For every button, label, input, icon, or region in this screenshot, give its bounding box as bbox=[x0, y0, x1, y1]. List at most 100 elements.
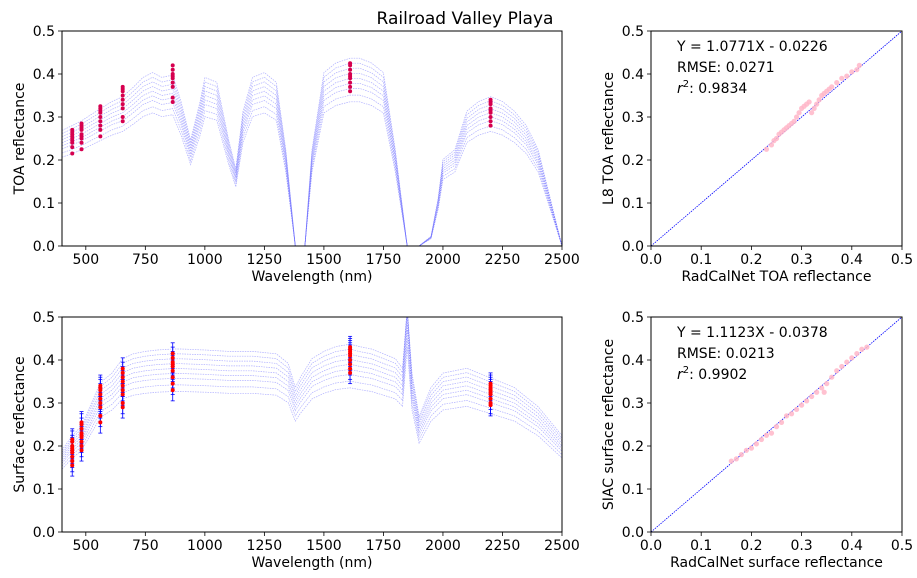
x-tick-label: 1250 bbox=[247, 538, 283, 554]
x-tick-label: 0.0 bbox=[640, 252, 662, 268]
y-tick-label: 0.1 bbox=[622, 482, 644, 498]
y-axis-label: TOA reflectance bbox=[12, 83, 28, 196]
y-tick-label: 0.0 bbox=[622, 525, 644, 541]
x-tick-label: 2250 bbox=[485, 538, 521, 554]
data-point bbox=[348, 61, 353, 66]
y-axis-label: Surface reflectance bbox=[12, 356, 28, 492]
scatter-point bbox=[773, 424, 780, 430]
y-tick-label: 0.0 bbox=[33, 525, 55, 541]
data-point bbox=[98, 115, 103, 119]
data-point bbox=[79, 444, 84, 448]
x-tick-label: 500 bbox=[72, 252, 99, 268]
scatter-point bbox=[844, 73, 850, 79]
scatter-point bbox=[773, 135, 780, 142]
scatter-point bbox=[778, 419, 785, 425]
x-tick-label: 2000 bbox=[425, 538, 461, 554]
data-point bbox=[348, 345, 353, 350]
x-tick-label: 500 bbox=[72, 538, 99, 554]
spectrum-line bbox=[62, 67, 562, 246]
data-point bbox=[348, 89, 353, 94]
y-tick-label: 0.3 bbox=[33, 396, 55, 412]
scatter-point bbox=[809, 393, 815, 400]
spectrum-line bbox=[62, 323, 562, 462]
spectrum-line bbox=[62, 101, 562, 246]
data-point bbox=[79, 439, 84, 444]
spectrum-line bbox=[62, 329, 562, 464]
data-point bbox=[170, 368, 175, 373]
spectrum-line bbox=[62, 72, 562, 246]
scatter-point bbox=[839, 363, 845, 370]
scatter-point bbox=[743, 447, 749, 453]
y-tick-label: 0.0 bbox=[33, 239, 55, 255]
y-tick-label: 0.1 bbox=[622, 196, 644, 212]
data-point bbox=[70, 463, 75, 468]
spectrum-line bbox=[62, 347, 562, 470]
y-tick-label: 0.5 bbox=[33, 310, 55, 326]
surface_spectrum-markers bbox=[70, 335, 493, 477]
r-squared-value: : 0.9834 bbox=[689, 81, 747, 97]
data-point bbox=[98, 420, 103, 425]
scatter-point bbox=[824, 381, 830, 387]
figure-title: Railroad Valley Playa bbox=[377, 9, 554, 29]
data-point bbox=[98, 134, 103, 139]
toa_scatter-axes: 0.0 0.1 0.2 0.3 0.4 0.5 0.0 0.1 0.2 0.3 0.4 0.5 RadC… bbox=[601, 24, 913, 285]
y-tick-label: 0.4 bbox=[33, 67, 55, 83]
regression-equation: Y = 1.1123X - 0.0378 bbox=[676, 325, 828, 341]
data-point bbox=[98, 127, 103, 132]
r-squared-label: r2: 0.9834 bbox=[677, 79, 747, 97]
data-point bbox=[98, 405, 103, 410]
data-point bbox=[70, 151, 75, 156]
x-tick-label: 0.3 bbox=[790, 538, 812, 554]
data-point bbox=[79, 420, 84, 425]
surface_scatter-axes: 0.0 0.1 0.2 0.3 0.4 0.5 0.0 0.1 0.2 0.3 0.4 0.5 RadC… bbox=[601, 310, 913, 571]
y-tick-label: 0.3 bbox=[33, 110, 55, 126]
scatter-point bbox=[849, 69, 855, 75]
scatter-point bbox=[854, 67, 860, 73]
data-point bbox=[98, 119, 103, 124]
spectrum-line bbox=[62, 317, 562, 453]
data-point bbox=[170, 72, 175, 76]
data-point bbox=[170, 375, 175, 380]
data-point bbox=[170, 63, 175, 68]
scatter-point bbox=[793, 406, 800, 413]
x-tick-label: 0.3 bbox=[790, 252, 812, 268]
x-axis-label: Wavelength (nm) bbox=[252, 555, 373, 571]
data-point bbox=[170, 95, 175, 100]
data-point bbox=[120, 115, 125, 119]
x-tick-label: 2500 bbox=[544, 538, 580, 554]
data-point bbox=[120, 379, 125, 384]
toa_scatter-plot bbox=[651, 31, 902, 246]
data-point bbox=[79, 147, 84, 152]
scatter-point bbox=[829, 84, 835, 90]
x-tick-label: 1750 bbox=[366, 538, 402, 554]
toa_spectrum-frame bbox=[61, 30, 563, 247]
data-point bbox=[170, 388, 175, 393]
spectrum-line bbox=[62, 82, 562, 246]
r-squared-label: r2: 0.9902 bbox=[677, 365, 747, 383]
scatter-point bbox=[859, 346, 865, 352]
data-point bbox=[120, 102, 125, 107]
data-point bbox=[170, 355, 175, 360]
rmse-label: RMSE: 0.0271 bbox=[677, 60, 775, 76]
r-superscript: 2 bbox=[683, 79, 689, 90]
y-tick-label: 0.4 bbox=[622, 353, 644, 369]
data-point bbox=[348, 67, 353, 72]
scatter-point bbox=[763, 432, 770, 438]
data-point bbox=[348, 84, 353, 89]
data-point bbox=[70, 437, 75, 442]
y-tick-label: 0.5 bbox=[622, 24, 644, 40]
spectrum-line bbox=[62, 57, 562, 246]
data-point bbox=[488, 106, 493, 111]
data-point bbox=[488, 115, 493, 119]
data-point bbox=[120, 405, 125, 410]
data-point bbox=[170, 351, 175, 356]
scatter-point bbox=[849, 355, 855, 361]
scatter-point bbox=[804, 398, 810, 404]
y-tick-label: 0.4 bbox=[33, 353, 55, 369]
data-point bbox=[348, 366, 353, 371]
r-squared-value: : 0.9902 bbox=[689, 367, 747, 383]
data-point bbox=[348, 72, 353, 76]
surface_spectrum-axes: 500 750 1000 1250 1500 1750 2000 2250 2500 0.0 0.1… bbox=[12, 310, 580, 571]
data-point bbox=[120, 370, 125, 375]
x-tick-label: 1250 bbox=[247, 252, 283, 268]
